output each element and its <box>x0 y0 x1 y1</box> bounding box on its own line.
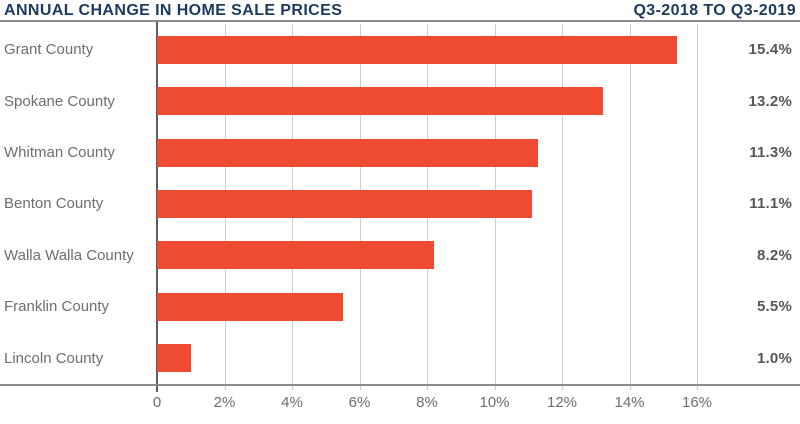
bar <box>157 189 532 218</box>
chart-header: ANNUAL CHANGE IN HOME SALE PRICES Q3-201… <box>0 0 800 22</box>
category-label: Benton County <box>4 195 104 213</box>
value-label: 15.4% <box>748 41 792 59</box>
chart-period: Q3-2018 TO Q3-2019 <box>633 2 796 19</box>
chart-row: Whitman County 11.3% <box>0 127 800 178</box>
chart-row: Spokane County 13.2% <box>0 75 800 126</box>
x-tick-label: 4% <box>281 394 303 411</box>
chart-title: ANNUAL CHANGE IN HOME SALE PRICES <box>4 2 343 19</box>
value-label: 11.3% <box>749 144 792 162</box>
bar <box>157 138 539 167</box>
bar <box>157 292 343 321</box>
value-label: 11.1% <box>749 195 792 213</box>
plot-area: Grant County 15.4% Spokane County 13.2% Whit… <box>0 22 800 392</box>
value-label: 13.2% <box>748 92 792 110</box>
x-tick-label: 6% <box>348 394 371 411</box>
bar <box>157 35 677 64</box>
bar <box>157 87 603 116</box>
chart-row: Benton County 11.1% <box>0 178 800 229</box>
x-tick-label: 2% <box>213 394 236 411</box>
gridline <box>629 24 631 390</box>
value-label: 8.2% <box>757 246 792 264</box>
gridline <box>697 24 698 390</box>
category-label: Whitman County <box>4 144 115 162</box>
x-tick-label: 16% <box>681 394 713 411</box>
x-tick-label: 12% <box>546 394 578 411</box>
value-label: 1.0% <box>757 349 792 367</box>
x-tick-label: 10% <box>479 394 510 411</box>
x-tick-label: 0 <box>152 394 162 411</box>
x-tick-label: 14% <box>614 394 645 411</box>
x-tick-label: 8% <box>416 394 438 411</box>
category-label: Spokane County <box>4 92 115 110</box>
bar <box>157 241 434 270</box>
chart-row: Walla Walla County 8.2% <box>0 230 800 281</box>
category-label: Grant County <box>4 41 94 59</box>
category-label: Walla Walla County <box>4 246 134 264</box>
bar-rows: Grant County 15.4% Spokane County 13.2% Whit… <box>0 24 800 384</box>
chart-row: Franklin County 5.5% <box>0 281 800 332</box>
gridline <box>562 24 563 390</box>
chart-row: Lincoln County 1.0% <box>0 333 800 384</box>
category-label: Franklin County <box>4 298 110 316</box>
category-label: Lincoln County <box>4 349 104 367</box>
bar <box>157 344 191 373</box>
chart-row: Grant County 15.4% <box>0 24 800 75</box>
x-axis-line <box>0 384 800 386</box>
value-label: 5.5% <box>757 298 792 316</box>
